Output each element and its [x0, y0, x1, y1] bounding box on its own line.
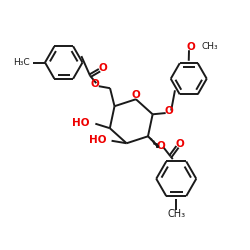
- Text: H₃C: H₃C: [13, 58, 30, 67]
- Text: O: O: [98, 63, 107, 73]
- Text: O: O: [156, 141, 165, 151]
- Text: O: O: [91, 79, 100, 89]
- Text: CH₃: CH₃: [202, 42, 218, 51]
- Text: HO: HO: [72, 118, 90, 128]
- Text: O: O: [131, 90, 140, 100]
- Text: O: O: [165, 106, 173, 116]
- Text: O: O: [176, 139, 184, 149]
- Text: HO: HO: [88, 135, 106, 145]
- Text: CH₃: CH₃: [167, 209, 185, 219]
- Text: O: O: [186, 42, 195, 51]
